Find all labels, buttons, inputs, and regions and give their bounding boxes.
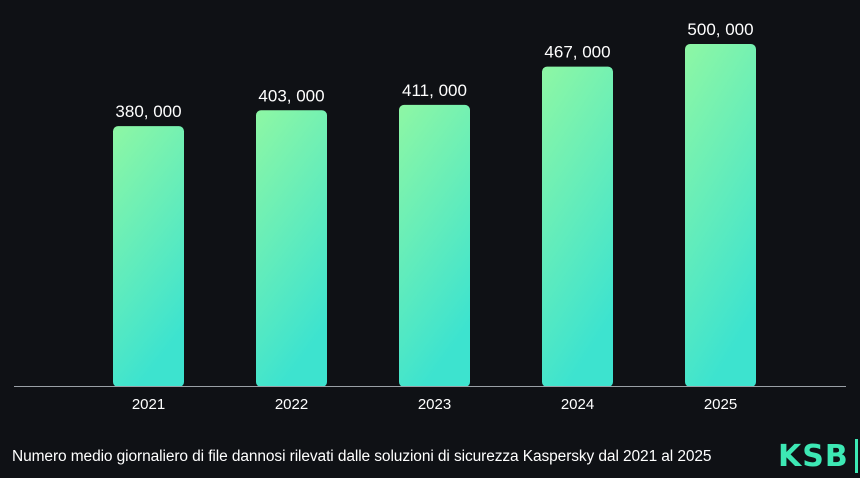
chart-caption: Numero medio giornaliero di file dannosi…	[12, 448, 712, 465]
x-tick-label-2021: 2021	[132, 396, 165, 413]
logo-bar-icon	[854, 439, 858, 473]
value-label-2022: 403, 000	[258, 86, 324, 105]
logo-text: KSB	[778, 438, 849, 474]
value-label-2023: 411, 000	[402, 81, 467, 100]
value-label-2024: 467, 000	[544, 43, 610, 62]
bar-2025	[685, 44, 756, 387]
bar-2023	[399, 104, 470, 388]
x-tick-label-2024: 2024	[561, 396, 594, 413]
value-label-2021: 380, 000	[115, 102, 181, 121]
bar-2022	[256, 110, 327, 388]
x-tick-label-2022: 2022	[275, 396, 308, 413]
bar-2024	[542, 66, 613, 387]
value-label-2025: 500, 000	[687, 20, 753, 39]
ksb-logo: KSB	[778, 436, 858, 476]
x-tick-label-2023: 2023	[418, 396, 451, 413]
bar-2021	[113, 126, 184, 387]
x-tick-label-2025: 2025	[704, 396, 737, 413]
